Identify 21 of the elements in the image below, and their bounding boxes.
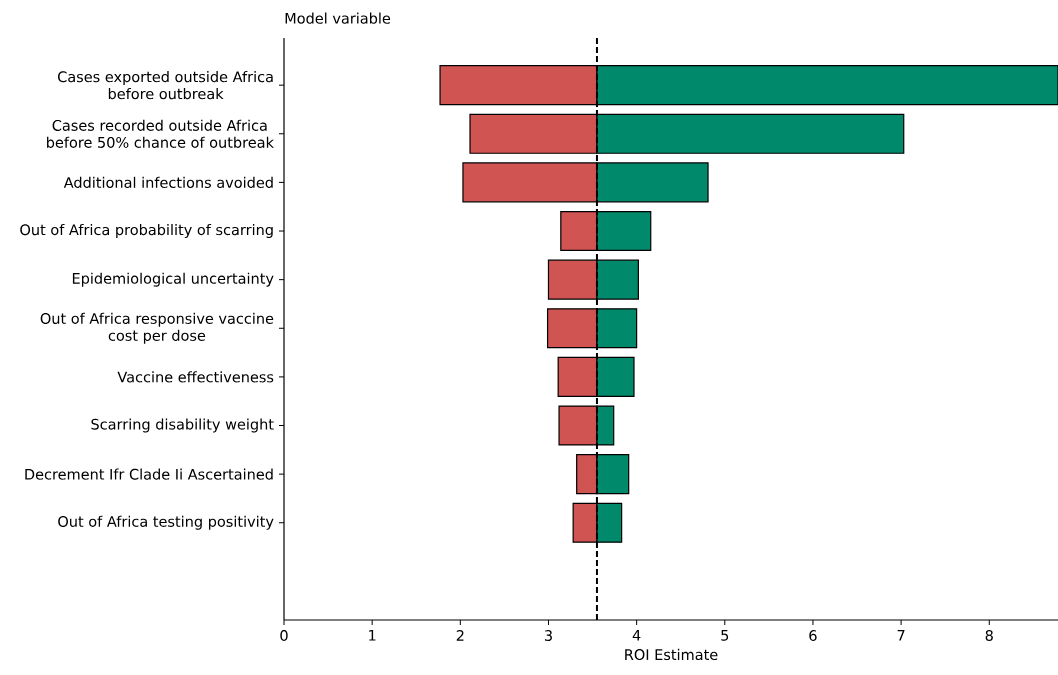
y-tick-label: Out of Africa responsive vaccine cost per dose [40, 312, 274, 344]
y-tick-label: Scarring disability weight [91, 418, 274, 433]
x-tick-label: 3 [544, 630, 552, 641]
y-tick-label: Additional infections avoided [63, 176, 273, 189]
x-tick-label: 4 [632, 630, 641, 641]
y-tick-label: Vaccine effectiveness [117, 371, 274, 383]
x-tick-label: 5 [721, 630, 729, 641]
x-tick-label: 2 [456, 630, 464, 641]
x-tick-label: 1 [369, 630, 376, 641]
x-tick-label: 8 [985, 630, 993, 641]
y-tick-label: Cases recorded outside Africa before 50% chance of outbreak [47, 119, 274, 148]
x-tick-label: 0 [280, 630, 288, 641]
x-tick-label: 6 [809, 630, 817, 641]
y-tick-label: Cases exported outside Africa before outbreak [58, 71, 273, 100]
y-tick-label: Out of Africa testing positivity [58, 515, 274, 530]
y-tick-label: Out of Africa probability of scarring [20, 224, 273, 239]
x-axis-title: ROI Estimate [625, 648, 718, 661]
y-tick-label: Epidemiological uncertainty [72, 272, 274, 287]
y-tick-label: Decrement Ifr Clade Ii Ascertained [25, 468, 273, 480]
x-tick-label: 7 [897, 630, 905, 641]
y-axis-title: Model variable [285, 12, 391, 24]
